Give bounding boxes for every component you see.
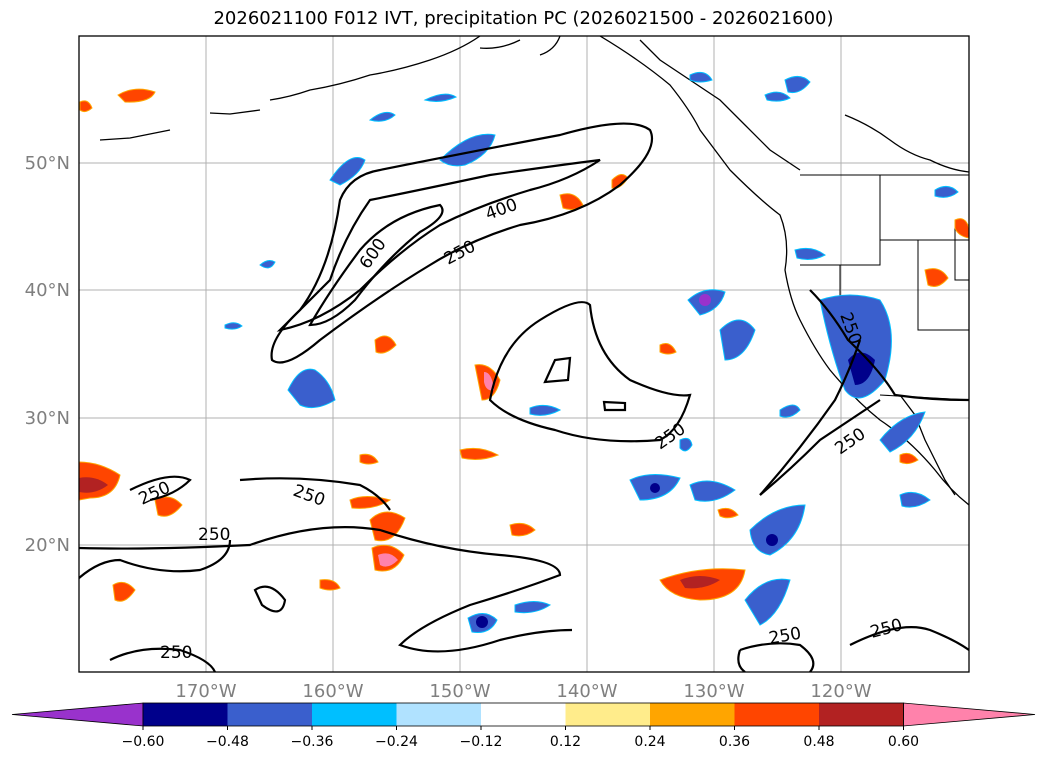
- lat-label: 30°N: [25, 408, 70, 429]
- ivt-contours: [79, 122, 969, 672]
- lon-label: 140°W: [556, 681, 617, 702]
- lon-label: 150°W: [429, 681, 490, 702]
- colorbar-segment: [903, 702, 1036, 727]
- lon-label: 130°W: [683, 681, 744, 702]
- lat-label: 20°N: [25, 535, 70, 556]
- colorbar-segment: [565, 703, 651, 726]
- lat-label: 50°N: [25, 153, 70, 174]
- lat-label: 40°N: [25, 280, 70, 301]
- colorbar-tick-label: 0.24: [634, 734, 665, 750]
- map-title: 2026021100 F012 IVT, precipitation PC (2…: [213, 8, 834, 29]
- lon-label: 120°W: [810, 681, 871, 702]
- colorbar-segment: [819, 703, 904, 726]
- lon-label: 160°W: [302, 681, 363, 702]
- contour-label: 250: [160, 643, 192, 663]
- colorbar-segment: [143, 703, 228, 726]
- colorbar: −0.60 −0.48 −0.36 −0.24 −0.12 0.12 0.24 0.36 0.4…: [11, 702, 1036, 750]
- colorbar-tick-label: −0.24: [375, 734, 418, 750]
- colorbar-tick-label: 0.60: [888, 734, 919, 750]
- colorbar-tick-label: 0.12: [550, 734, 581, 750]
- colorbar-tick-label: −0.48: [206, 734, 249, 750]
- contour-label: 250: [198, 525, 230, 545]
- colorbar-tick-label: −0.12: [460, 734, 503, 750]
- colorbar-tick-label: −0.60: [122, 734, 165, 750]
- colorbar-segment: [650, 703, 735, 726]
- colorbar-segment: [227, 703, 313, 726]
- longitude-labels: 170°W 160°W 150°W 140°W 130°W 120°W: [175, 681, 871, 702]
- colorbar-tick-label: −0.36: [291, 734, 334, 750]
- gridlines: [79, 36, 969, 672]
- colorbar-segment: [11, 702, 144, 727]
- map-frame: [78, 35, 970, 673]
- lon-label: 170°W: [175, 681, 236, 702]
- colorbar-segment: [734, 703, 820, 726]
- colorbar-outline: [142, 702, 904, 727]
- colorbar-tick-label: 0.36: [719, 734, 750, 750]
- colorbar-segment: [481, 703, 566, 726]
- colorbar-segment: [396, 703, 482, 726]
- latitude-labels: 50°N 40°N 30°N 20°N: [25, 153, 70, 556]
- colorbar-tick-label: 0.48: [803, 734, 834, 750]
- colorbar-segment: [312, 703, 397, 726]
